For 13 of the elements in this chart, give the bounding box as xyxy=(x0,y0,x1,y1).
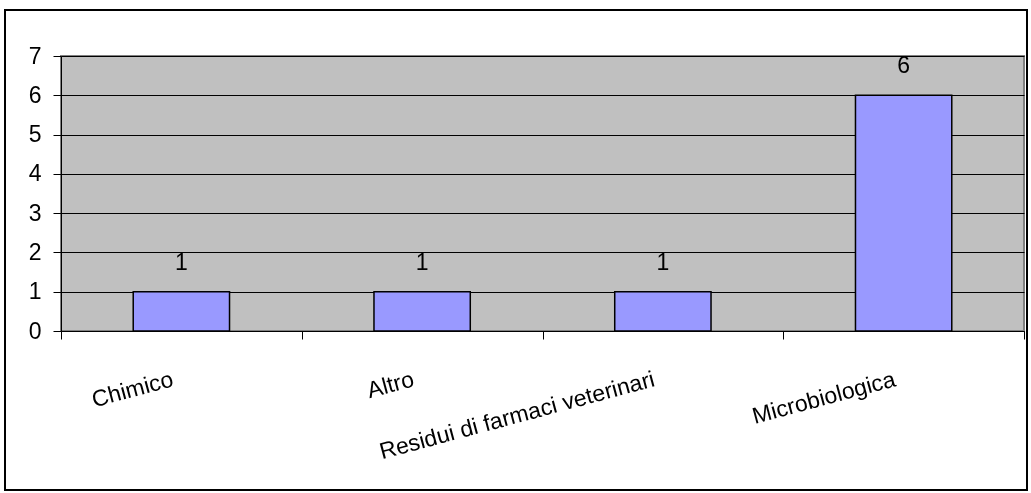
y-tick-label: 2 xyxy=(28,238,42,265)
y-tick-label: 1 xyxy=(28,278,42,305)
y-tick-label: 6 xyxy=(28,81,42,108)
y-tick-label: 4 xyxy=(28,160,42,187)
x-tick-label: Altro xyxy=(364,365,417,403)
y-tick-label: 7 xyxy=(28,42,42,69)
data-label: 1 xyxy=(415,248,429,275)
y-tick-label: 3 xyxy=(28,199,42,226)
x-tick-label: Chimico xyxy=(88,365,176,413)
data-label: 1 xyxy=(656,248,670,275)
y-tick-label: 0 xyxy=(28,317,42,344)
data-label: 1 xyxy=(174,248,188,275)
y-tick-label: 5 xyxy=(28,121,42,148)
